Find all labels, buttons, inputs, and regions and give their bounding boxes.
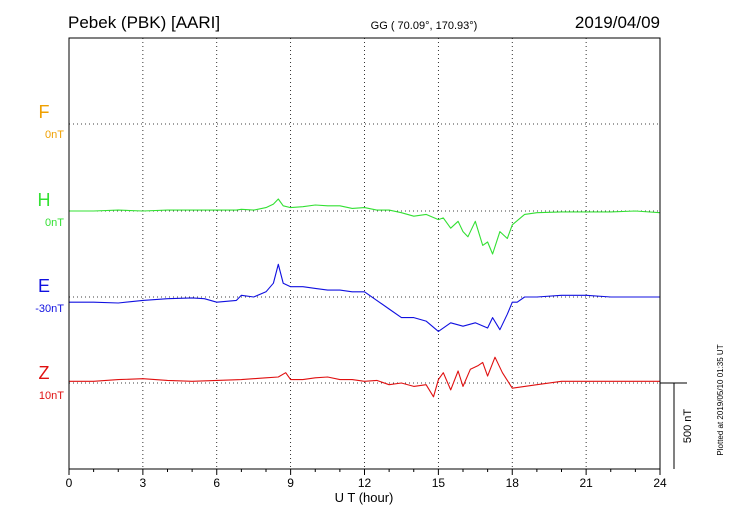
scale-bar-label: 500 nT — [682, 409, 694, 444]
x-axis-ticks: 0 3 6 9 12 15 18 21 24 — [66, 469, 667, 490]
x-tick-label: 3 — [140, 476, 147, 490]
series-offset-h: 0nT — [45, 217, 64, 229]
scale-bar: 500 nT — [660, 382, 694, 469]
x-tick-label: 21 — [579, 476, 593, 490]
station-coordinates: GG ( 70.09°, 170.93°) — [371, 20, 478, 32]
series-name-e: E — [38, 276, 50, 296]
series-line-z — [69, 356, 660, 398]
x-tick-label: 24 — [653, 476, 667, 490]
grid — [69, 38, 660, 469]
series-line-e — [69, 263, 660, 332]
x-tick-label: 9 — [287, 476, 294, 490]
plotted-timestamp: Plotted at 2019/05/10 01:35 UT — [716, 344, 725, 455]
x-tick-label: 6 — [213, 476, 220, 490]
station-title: Pebek (PBK) [AARI] — [68, 13, 220, 32]
series-name-h: H — [38, 190, 51, 210]
series-name-f: F — [39, 102, 50, 122]
series-labels: F 0nT H 0nT E -30nT Z 10nT — [35, 102, 64, 402]
x-tick-label: 12 — [358, 476, 372, 490]
x-axis-label: U T (hour) — [335, 490, 394, 505]
series-lines — [69, 198, 661, 398]
x-tick-label: 15 — [432, 476, 446, 490]
x-tick-label: 18 — [506, 476, 520, 490]
series-offset-e: -30nT — [35, 303, 64, 315]
x-tick-label: 0 — [66, 476, 73, 490]
series-offset-z: 10nT — [39, 390, 64, 402]
series-name-z: Z — [39, 363, 50, 383]
chart-date: 2019/04/09 — [575, 13, 660, 32]
series-offset-f: 0nT — [45, 129, 64, 141]
series-line-h — [69, 198, 661, 255]
